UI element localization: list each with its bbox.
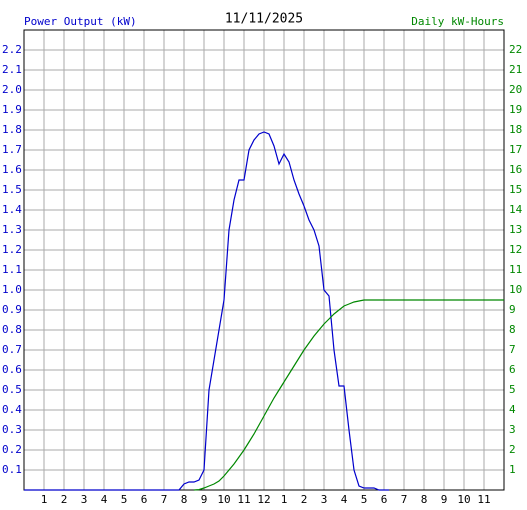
x-tick-label: 8 [181,493,188,506]
x-tick-label: 1 [41,493,48,506]
y-tick-label: 1.6 [2,163,22,176]
y2-tick-label: 13 [509,223,522,236]
y-tick-label: 1.1 [2,263,22,276]
x-tick-label: 9 [201,493,208,506]
y-tick-label: 1.2 [2,243,22,256]
y2-tick-label: 15 [509,183,522,196]
x-tick-label: 6 [381,493,388,506]
y-axis-label: Power Output (kW) [24,15,137,28]
y2-tick-label: 17 [509,143,522,156]
x-tick-label: 12 [257,493,270,506]
x-tick-label: 7 [401,493,408,506]
y2-tick-label: 20 [509,83,522,96]
y2-tick-label: 7 [509,343,516,356]
y-tick-label: 1.7 [2,143,22,156]
y-tick-label: 1.9 [2,103,22,116]
y2-tick-label: 18 [509,123,522,136]
y2-tick-label: 16 [509,163,522,176]
y2-tick-label: 5 [509,383,516,396]
y-tick-label: 0.3 [2,423,22,436]
x-tick-label: 3 [321,493,328,506]
x-tick-label: 7 [161,493,168,506]
y-tick-label: 0.6 [2,363,22,376]
y-tick-label: 0.2 [2,443,22,456]
y2-tick-label: 8 [509,323,516,336]
y-tick-label: 0.1 [2,463,22,476]
x-tick-label: 1 [281,493,288,506]
y2-tick-label: 14 [509,203,523,216]
y2-tick-label: 9 [509,303,516,316]
y2-tick-label: 12 [509,243,522,256]
y-tick-label: 2.1 [2,63,22,76]
y-tick-label: 1.0 [2,283,22,296]
y-tick-label: 1.8 [2,123,22,136]
y2-tick-label: 6 [509,363,516,376]
y-tick-label: 0.8 [2,323,22,336]
y2-axis-label: Daily kW-Hours [411,15,504,28]
y-tick-label: 2.0 [2,83,22,96]
x-tick-label: 10 [217,493,230,506]
y2-tick-label: 19 [509,103,522,116]
x-tick-label: 8 [421,493,428,506]
x-tick-label: 11 [237,493,250,506]
y-tick-label: 0.4 [2,403,22,416]
y2-tick-label: 11 [509,263,522,276]
plot-border [23,29,505,491]
x-tick-label: 5 [121,493,128,506]
x-tick-label: 4 [341,493,348,506]
x-tick-label: 5 [361,493,368,506]
y2-tick-label: 3 [509,423,516,436]
series-line [193,299,504,491]
y2-tick-label: 1 [509,463,516,476]
y2-tick-label: 2 [509,443,516,456]
x-tick-label: 2 [61,493,68,506]
y-tick-label: 1.3 [2,223,22,236]
y2-tick-label: 22 [509,43,522,56]
series-line [24,131,389,491]
x-tick-label: 11 [477,493,490,506]
y2-tick-label: 10 [509,283,522,296]
x-tick-label: 2 [301,493,308,506]
x-tick-label: 10 [457,493,470,506]
y-tick-label: 2.2 [2,43,22,56]
x-tick-label: 6 [141,493,148,506]
x-tick-label: 9 [441,493,448,506]
y2-tick-label: 21 [509,63,522,76]
y-tick-label: 1.4 [2,203,22,216]
y-tick-label: 0.5 [2,383,22,396]
y-tick-label: 0.7 [2,343,22,356]
y-tick-label: 0.9 [2,303,22,316]
x-tick-label: 4 [101,493,108,506]
y2-tick-label: 4 [509,403,516,416]
y-tick-label: 1.5 [2,183,22,196]
x-tick-label: 3 [81,493,88,506]
chart-title: 11/11/2025 [225,12,303,27]
